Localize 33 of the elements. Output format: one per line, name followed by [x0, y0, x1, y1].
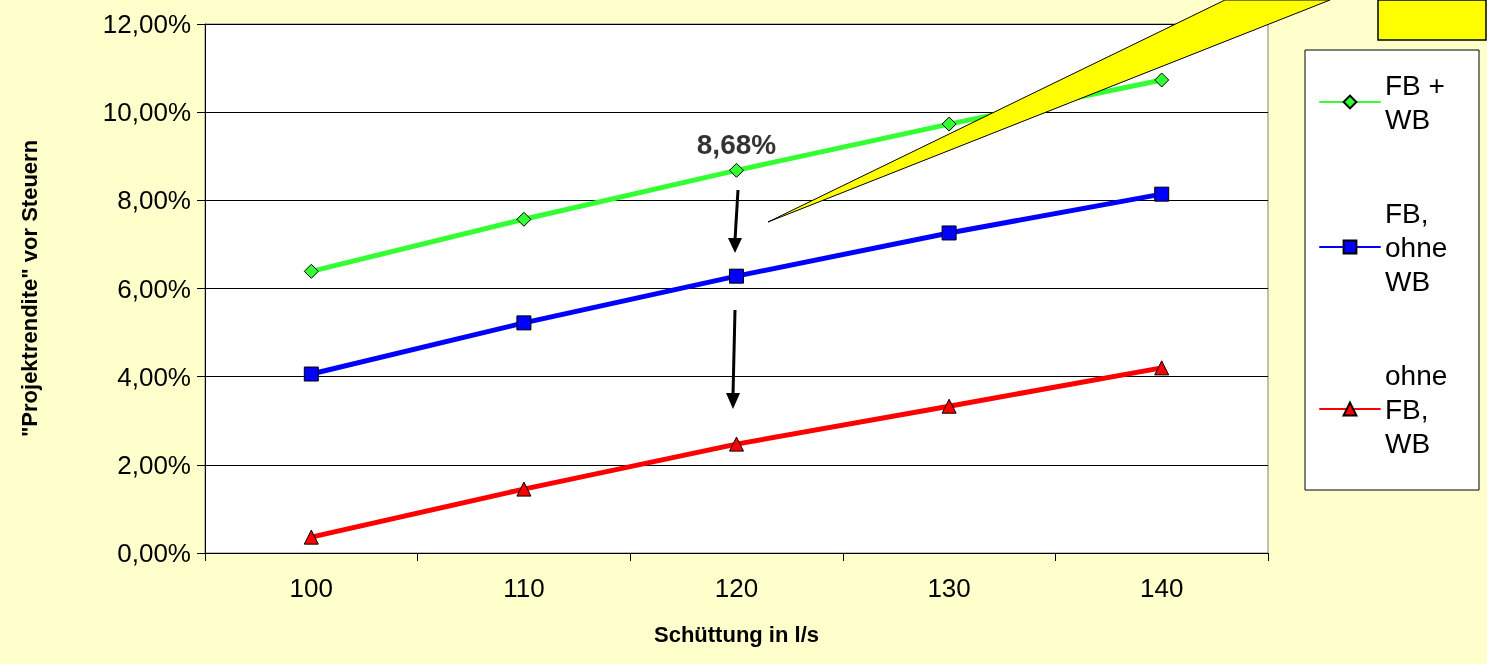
x-tick-label: 130 — [927, 573, 971, 603]
y-tick-label: 4,00% — [117, 361, 191, 392]
point — [303, 263, 319, 279]
y-axis-title: "Projektrendite" vor Steuern — [16, 139, 42, 438]
x-tick-label: 100 — [289, 573, 333, 603]
point — [516, 481, 532, 497]
point — [941, 116, 957, 132]
y-tick-label: 6,00% — [117, 273, 191, 304]
point — [729, 162, 744, 178]
x-tick-label: 140 — [1140, 573, 1184, 603]
y-tick-label: 8,00% — [117, 185, 191, 216]
x-tick-label: 120 — [714, 573, 759, 603]
point — [303, 366, 319, 382]
point — [303, 529, 319, 545]
y-tick-label: 12,00% — [102, 9, 191, 39]
legend-label: FB + WB — [1385, 69, 1453, 135]
y-tick-label: 2,00% — [117, 449, 191, 480]
annotation: 8,68% — [696, 128, 777, 160]
legend-label: FB, ohne WB — [1385, 197, 1456, 297]
y-tick-label: 0,00% — [117, 538, 191, 568]
point — [1154, 186, 1170, 202]
x-tick-label: 110 — [503, 573, 545, 603]
point — [516, 211, 532, 227]
point — [516, 315, 532, 331]
point — [729, 436, 744, 452]
x-axis-title: Schüttung in l/s — [654, 621, 819, 647]
legend-label: ohne FB, WB — [1385, 359, 1456, 459]
y-tick-label: 10,00% — [102, 97, 191, 128]
point — [1154, 360, 1170, 376]
point — [729, 268, 744, 284]
point — [941, 398, 957, 414]
point — [941, 225, 957, 241]
point — [1154, 72, 1170, 88]
